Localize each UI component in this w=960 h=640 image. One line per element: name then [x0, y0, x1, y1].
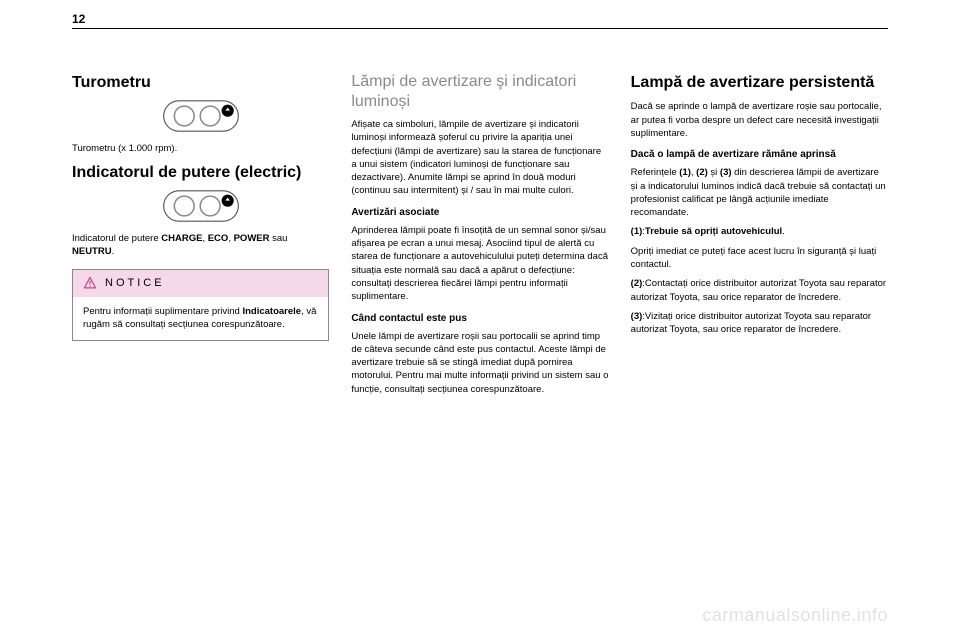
bold-text: (2): [696, 167, 708, 178]
col3-p6: (3):Vizitați orice distribuitor autoriza…: [631, 310, 888, 337]
text: Indicatorul de putere: [72, 233, 161, 244]
col2-p3: Unele lămpi de avertizare roșii sau port…: [351, 330, 608, 396]
warning-icon: [83, 276, 97, 290]
notice-body: Pentru informații suplimentare privind I…: [73, 297, 328, 340]
bold-text: (2): [631, 278, 643, 289]
heading-avertizari-asociate: Avertizări asociate: [351, 206, 608, 220]
col3-p1: Dacă se aprinde o lampă de avertizare ro…: [631, 100, 888, 140]
column-3: Lampă de avertizare persistentă Dacă se …: [631, 72, 888, 402]
notice-box: NOTICE Pentru informații suplimentare pr…: [72, 269, 329, 341]
col3-p5: (2):Contactați orice distribuitor autori…: [631, 277, 888, 304]
heading-contact-pus: Când contactul este pus: [351, 312, 608, 326]
text: și: [708, 167, 720, 178]
text: sau: [269, 233, 287, 244]
col3-p2: Referințele (1), (2) și (3) din descrier…: [631, 166, 888, 219]
heading-lampi-avertizare: Lămpi de avertizare şi indicatori lumino…: [351, 72, 608, 112]
notice-header: NOTICE: [73, 270, 328, 297]
col2-p2: Aprinderea lămpii poate fi însoțită de u…: [351, 224, 608, 304]
text: .: [782, 226, 785, 237]
text: :Contactați orice distribuitor autorizat…: [631, 278, 886, 302]
page-number: 12: [72, 12, 85, 26]
gauge-icon: [161, 100, 241, 132]
heading-turometru: Turometru: [72, 72, 329, 94]
heading-indicator-putere: Indicatorul de putere (electric): [72, 162, 329, 184]
text: .: [112, 246, 115, 257]
column-1: Turometru Turometru (x 1.000 rpm). Indic…: [72, 72, 329, 402]
col3-p3: (1):Trebuie să opriți autovehiculul.: [631, 225, 888, 238]
bold-text: (1): [679, 167, 691, 178]
col3-p4: Opriți imediat ce puteți face acest lucr…: [631, 245, 888, 272]
bold-text: Trebuie să opriți autovehiculul: [645, 226, 782, 237]
top-rule: [72, 28, 888, 29]
turometru-desc: Turometru (x 1.000 rpm).: [72, 142, 329, 155]
watermark: carmanualsonline.info: [702, 605, 888, 626]
bold-text: POWER: [234, 233, 270, 244]
bold-text: ECO: [208, 233, 229, 244]
indicator-desc: Indicatorul de putere CHARGE, ECO, POWER…: [72, 232, 329, 259]
bold-text: NEUTRU: [72, 246, 112, 257]
gauge-icon: [161, 190, 241, 222]
bold-text: CHARGE: [161, 233, 202, 244]
notice-title: NOTICE: [105, 276, 165, 291]
heading-lampa-persistenta: Lampă de avertizare persistentă: [631, 72, 888, 94]
gauge-image-1: [72, 100, 329, 132]
text: Pentru informații suplimentare privind: [83, 306, 242, 317]
column-2: Lămpi de avertizare şi indicatori lumino…: [351, 72, 608, 402]
bold-text: (3): [720, 167, 732, 178]
col2-p1: Afișate ca simboluri, lămpile de avertiz…: [351, 118, 608, 198]
bold-text: (3): [631, 311, 643, 322]
gauge-image-2: [72, 190, 329, 222]
heading-lampa-ramane-aprinsa: Dacă o lampă de avertizare rămâne aprins…: [631, 148, 888, 162]
bold-text: (1): [631, 226, 643, 237]
bold-text: Indicatoarele: [242, 306, 301, 317]
content-columns: Turometru Turometru (x 1.000 rpm). Indic…: [72, 72, 888, 402]
text: Referințele: [631, 167, 680, 178]
text: :Vizitați orice distribuitor autorizat T…: [631, 311, 871, 335]
